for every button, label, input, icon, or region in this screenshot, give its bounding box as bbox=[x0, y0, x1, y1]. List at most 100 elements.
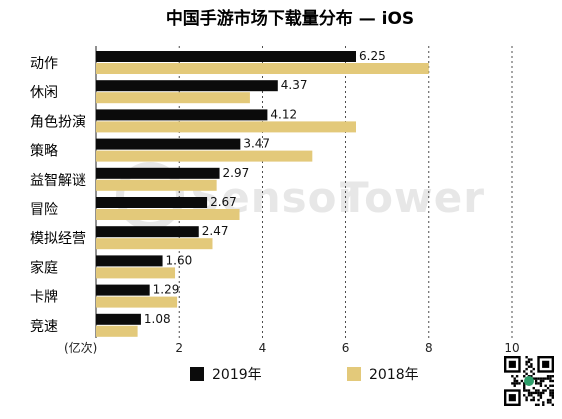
qr-module bbox=[525, 398, 528, 402]
qr-module bbox=[551, 394, 554, 397]
qr-module bbox=[542, 401, 545, 404]
qr-module bbox=[515, 375, 519, 378]
bar-2019 bbox=[96, 284, 150, 296]
qr-module bbox=[551, 379, 554, 383]
qr-module bbox=[546, 401, 550, 404]
watermark-logo-icon bbox=[116, 162, 184, 230]
qr-module bbox=[549, 401, 552, 404]
bar-2019 bbox=[96, 313, 141, 325]
qr-center-logo-icon bbox=[524, 376, 534, 386]
bar-2019 bbox=[96, 51, 356, 62]
qr-module bbox=[527, 360, 531, 364]
data-label-2019: 2.97 bbox=[223, 166, 250, 180]
x-tick-label: 10 bbox=[504, 341, 519, 355]
qr-module bbox=[534, 377, 538, 380]
legend-label-2019: 2019年 bbox=[212, 367, 262, 383]
qr-module bbox=[537, 389, 540, 392]
qr-module bbox=[532, 367, 535, 371]
qr-module bbox=[513, 377, 516, 380]
qr-module bbox=[549, 398, 552, 402]
category-label: 竞速 bbox=[30, 318, 58, 335]
qr-module bbox=[537, 398, 540, 402]
qr-module bbox=[511, 382, 514, 385]
category-label: 角色扮演 bbox=[30, 113, 86, 130]
qr-module bbox=[520, 379, 524, 383]
category-label: 动作 bbox=[30, 56, 58, 72]
qr-module bbox=[532, 396, 535, 399]
qr-module bbox=[544, 384, 547, 387]
qr-finder-core bbox=[508, 394, 516, 402]
qr-module bbox=[523, 384, 526, 387]
data-label-2019: 1.60 bbox=[166, 253, 193, 267]
qr-module bbox=[532, 391, 535, 395]
qr-module bbox=[532, 372, 535, 376]
qr-module bbox=[525, 360, 528, 364]
qr-module bbox=[530, 365, 533, 368]
qr-module bbox=[513, 384, 516, 387]
x-tick-label: 2 bbox=[175, 341, 183, 355]
qr-module bbox=[539, 377, 543, 380]
qr-module bbox=[546, 375, 550, 378]
qr-module bbox=[525, 356, 528, 359]
qr-module bbox=[549, 394, 552, 397]
qr-module bbox=[527, 391, 531, 395]
qr-module bbox=[523, 370, 526, 373]
bar-2018 bbox=[96, 209, 240, 220]
qr-module bbox=[525, 363, 528, 366]
bar-2018 bbox=[96, 238, 213, 250]
qr-module bbox=[537, 394, 540, 397]
qr-module bbox=[549, 377, 552, 380]
x-tick-label: 8 bbox=[425, 341, 433, 355]
qr-module bbox=[551, 384, 554, 387]
qr-module bbox=[523, 389, 526, 392]
qr-module bbox=[551, 396, 554, 399]
qr-module bbox=[513, 379, 516, 383]
category-label: 卡牌 bbox=[30, 289, 58, 306]
qr-module bbox=[523, 386, 526, 390]
qr-module bbox=[549, 375, 552, 378]
data-label-2019: 3.47 bbox=[243, 137, 270, 151]
qr-module bbox=[549, 384, 552, 387]
qr-module bbox=[523, 382, 526, 385]
data-label-2019: 4.37 bbox=[281, 78, 308, 92]
qr-module bbox=[530, 394, 533, 397]
qr-module bbox=[527, 389, 531, 392]
qr-module bbox=[513, 382, 516, 385]
qr-module bbox=[537, 391, 540, 395]
qr-module bbox=[539, 379, 543, 383]
watermark-brand-b: Tower bbox=[340, 173, 485, 222]
data-label-2019: 6.25 bbox=[359, 49, 386, 63]
category-label: 冒险 bbox=[30, 202, 58, 218]
qr-module bbox=[527, 358, 531, 361]
bar-2018 bbox=[96, 63, 429, 74]
qr-module bbox=[532, 398, 535, 402]
qr-module bbox=[544, 389, 547, 392]
data-labels: 6.25 4.37 4.12 3.47 2.97 2.67 2.47 1.60 1.29 1.08 bbox=[144, 49, 386, 326]
qr-module bbox=[525, 367, 528, 371]
x-tick-label: 6 bbox=[342, 341, 350, 355]
bar-2018 bbox=[96, 179, 217, 191]
category-label: 休闲 bbox=[30, 85, 58, 101]
bar-2018 bbox=[96, 267, 176, 279]
qr-module bbox=[515, 382, 519, 385]
qr-module bbox=[551, 403, 554, 406]
qr-module bbox=[542, 391, 545, 395]
data-label-2019: 2.47 bbox=[202, 224, 229, 238]
qr-module bbox=[527, 394, 531, 397]
qr-module bbox=[530, 375, 533, 378]
qr-module bbox=[537, 377, 540, 380]
qr-module bbox=[544, 377, 547, 380]
category-label: 模拟经营 bbox=[30, 231, 86, 247]
qr-module bbox=[539, 382, 543, 385]
bar-2019 bbox=[96, 138, 241, 150]
qr-module bbox=[546, 377, 550, 380]
bar-2019 bbox=[96, 80, 278, 92]
bar-2019 bbox=[96, 226, 199, 238]
data-label-2019: 2.67 bbox=[210, 195, 237, 209]
data-label-2019: 1.08 bbox=[144, 312, 171, 326]
qr-module bbox=[539, 396, 543, 399]
chart-title: 中国手游市场下载量分布 — iOS bbox=[166, 8, 414, 29]
qr-module bbox=[534, 391, 538, 395]
qr-module bbox=[532, 377, 535, 380]
